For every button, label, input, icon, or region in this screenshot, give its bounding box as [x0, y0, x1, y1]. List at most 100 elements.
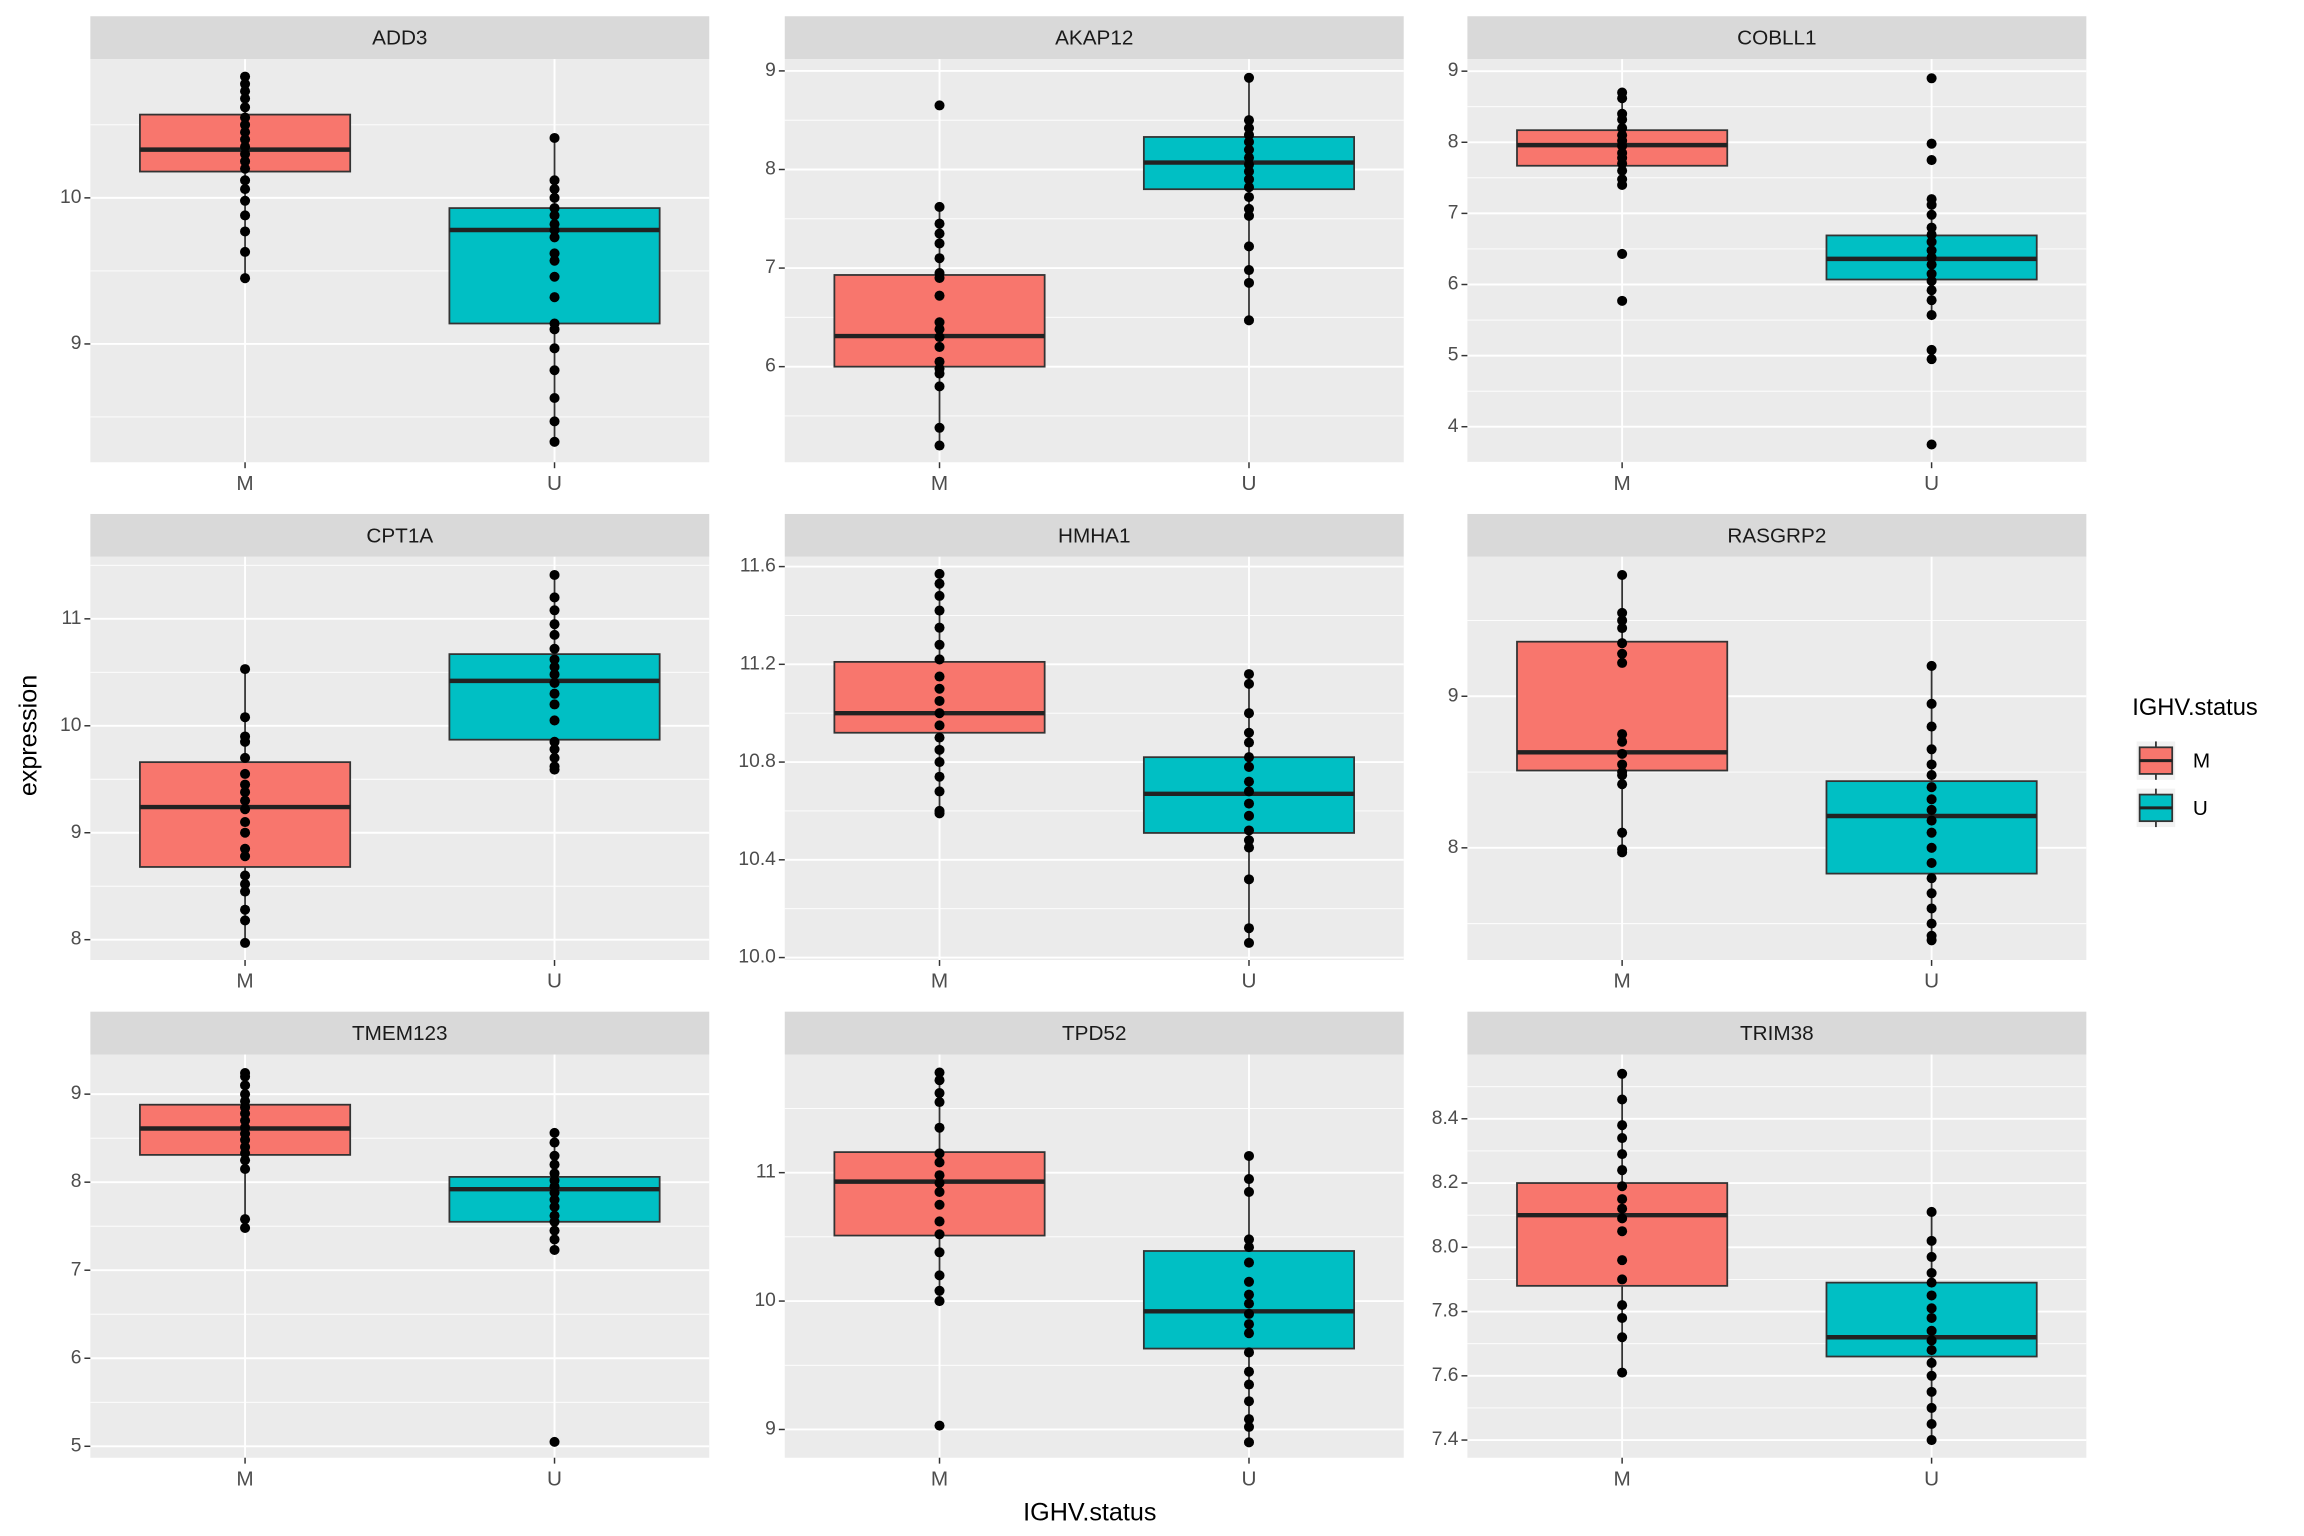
point	[549, 1137, 560, 1148]
point	[934, 720, 945, 731]
point	[1926, 73, 1937, 84]
point	[240, 787, 251, 798]
point	[1926, 1357, 1937, 1368]
point	[934, 324, 945, 335]
x-tick-label: M	[1614, 970, 1631, 993]
legend-label: U	[2193, 797, 2208, 820]
point	[934, 671, 945, 682]
point	[240, 879, 251, 890]
point	[1926, 721, 1937, 732]
point	[240, 779, 251, 790]
y-tick-label: 5	[71, 1435, 82, 1456]
point	[934, 1186, 945, 1197]
point	[1926, 310, 1937, 321]
point	[549, 271, 560, 282]
point	[1617, 123, 1628, 134]
legend-title: IGHV.status	[2132, 695, 2258, 721]
y-tick-label: 8	[1448, 837, 1459, 858]
panel-title: TPD52	[1062, 1022, 1126, 1045]
point	[549, 365, 560, 376]
point	[934, 1177, 945, 1188]
point	[549, 1194, 560, 1205]
y-tick-label: 7.8	[1432, 1301, 1459, 1322]
point	[934, 1247, 945, 1258]
point	[549, 592, 560, 603]
point	[1926, 770, 1937, 781]
point	[1243, 123, 1255, 134]
point	[240, 184, 251, 195]
point	[1243, 182, 1255, 193]
point	[549, 744, 560, 755]
y-tick-label: 8	[765, 159, 776, 180]
panel-title: COBLL1	[1737, 27, 1816, 50]
strip	[90, 1011, 710, 1055]
point	[1617, 140, 1628, 151]
y-tick-label: 9	[1448, 60, 1459, 81]
point	[1617, 248, 1628, 259]
point	[934, 1067, 945, 1078]
x-tick-label: U	[1242, 472, 1257, 495]
point	[240, 1222, 251, 1233]
point	[240, 851, 251, 862]
point	[240, 119, 251, 130]
point	[549, 416, 560, 427]
y-tick-label: 8.2	[1432, 1172, 1459, 1193]
point	[1243, 874, 1255, 885]
x-tick-label: M	[236, 472, 253, 495]
y-tick-label: 10.4	[738, 849, 776, 870]
point	[549, 324, 560, 335]
y-tick-label: 11.6	[740, 556, 776, 577]
point	[1926, 660, 1937, 671]
point	[549, 661, 560, 672]
point	[1617, 607, 1628, 618]
strip	[1467, 16, 2087, 60]
point	[934, 771, 945, 782]
panel-title: TMEM123	[352, 1022, 448, 1045]
x-tick-label: U	[547, 472, 562, 495]
point	[240, 904, 251, 915]
y-tick-label: 7	[71, 1259, 82, 1280]
point	[934, 1285, 945, 1296]
point	[240, 93, 251, 104]
point	[1926, 245, 1937, 256]
point	[240, 712, 251, 723]
point	[1926, 259, 1937, 270]
point	[1617, 179, 1628, 190]
point	[1926, 199, 1937, 210]
point	[934, 786, 945, 797]
point	[1617, 770, 1628, 781]
point	[1243, 159, 1255, 170]
point	[240, 736, 251, 747]
point	[1926, 1206, 1937, 1217]
point	[1617, 1226, 1628, 1237]
x-tick-label: M	[1614, 1467, 1631, 1490]
point	[549, 1159, 560, 1170]
point	[1243, 923, 1255, 934]
strip	[784, 513, 1404, 557]
point	[240, 102, 251, 113]
panel-title: AKAP12	[1055, 27, 1133, 50]
point	[1243, 810, 1255, 821]
point	[1243, 1396, 1255, 1407]
point	[934, 1216, 945, 1227]
y-tick-label: 11	[61, 608, 81, 629]
point	[1617, 827, 1628, 838]
point	[549, 184, 560, 195]
point	[549, 343, 560, 354]
point	[1243, 678, 1255, 689]
point	[549, 605, 560, 616]
point	[1243, 1421, 1255, 1432]
x-tick-label: M	[931, 1467, 948, 1490]
y-tick-label: 10	[60, 187, 81, 208]
point	[549, 629, 560, 640]
point	[1926, 1235, 1937, 1246]
point	[1243, 277, 1255, 288]
point	[549, 1225, 560, 1236]
point	[549, 752, 560, 763]
point	[1926, 935, 1937, 946]
point	[1243, 708, 1255, 719]
point	[1243, 1366, 1255, 1377]
point	[549, 255, 560, 266]
point	[1243, 1186, 1255, 1197]
point	[1243, 1414, 1255, 1425]
